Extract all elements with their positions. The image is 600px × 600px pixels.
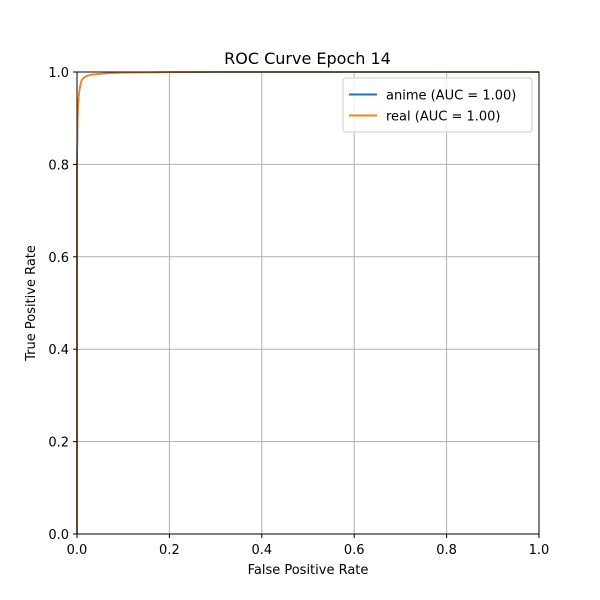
y-tick-label: 0.8 — [48, 158, 69, 173]
legend-box — [342, 77, 533, 133]
series-layer — [76, 71, 539, 534]
grid-layer — [76, 71, 540, 535]
y-tick-label: 0.4 — [48, 343, 69, 358]
legend: anime (AUC = 1.00) real (AUC = 1.00) — [342, 77, 533, 133]
series-line-0 — [76, 71, 539, 534]
y-tick-label: 0.2 — [48, 436, 69, 451]
y-tick-label: 0.6 — [48, 251, 69, 266]
y-axis-label: True Positive Rate — [24, 245, 39, 362]
plot-frame — [76, 71, 540, 535]
legend-label-0: anime (AUC = 1.00) — [386, 89, 516, 104]
tick-layer: 0.0 0.2 0.4 0.6 0.8 1.0 0.0 0.2 0.4 0.6 0.8 1.0 — [48, 66, 549, 558]
x-tick-label: 0.2 — [159, 543, 180, 558]
chart-title: ROC Curve Epoch 14 — [224, 49, 391, 68]
y-tick-label: 1.0 — [48, 66, 69, 81]
x-tick-label: 0.4 — [251, 543, 272, 558]
x-tick-label: 0.0 — [67, 543, 88, 558]
series-line-1 — [76, 71, 539, 534]
x-tick-label: 1.0 — [529, 543, 550, 558]
legend-label-1: real (AUC = 1.00) — [386, 110, 501, 125]
x-tick-label: 0.6 — [344, 543, 365, 558]
x-tick-label: 0.8 — [436, 543, 457, 558]
y-tick-label: 0.0 — [48, 528, 69, 543]
x-axis-label: False Positive Rate — [248, 563, 369, 578]
